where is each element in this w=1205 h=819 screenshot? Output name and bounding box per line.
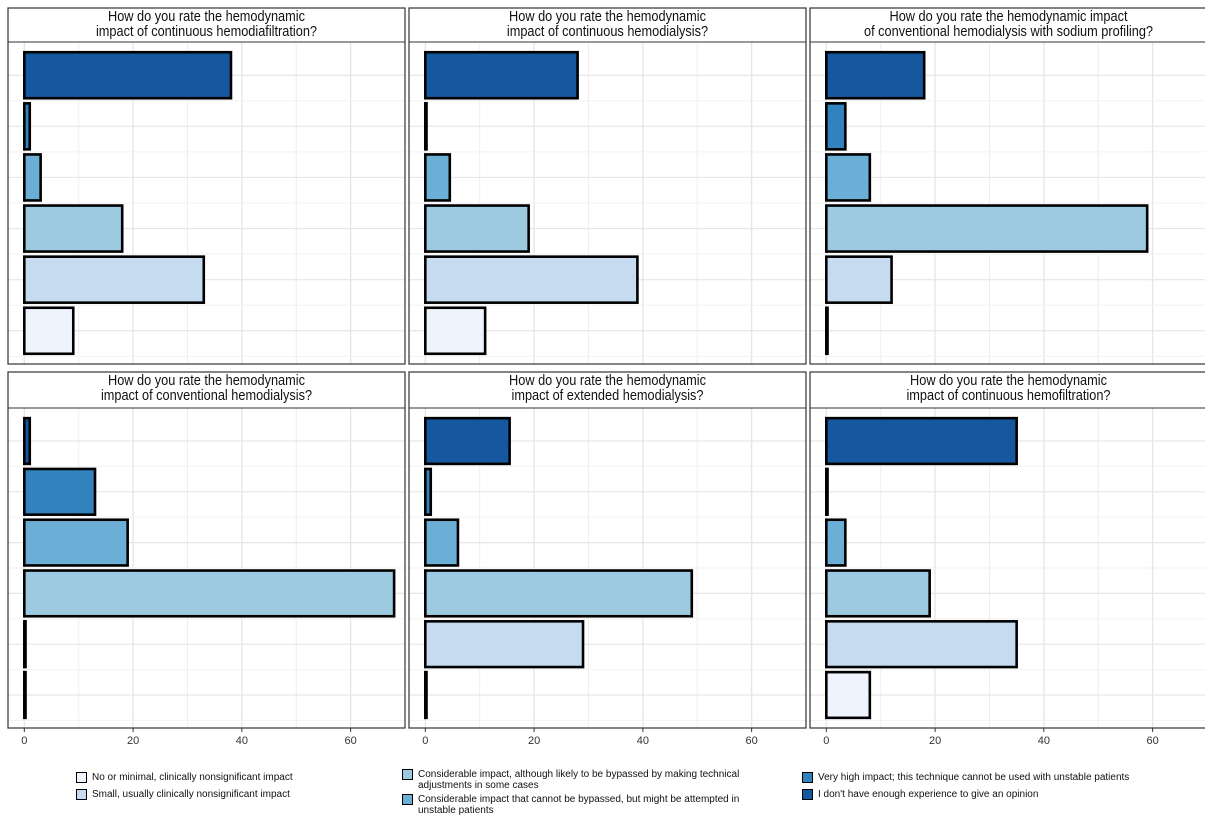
bar [23,50,233,100]
legend-swatch [402,794,413,805]
bar [424,416,511,466]
bar [424,569,694,618]
bar [825,102,847,151]
legend-label: No or minimal, clinically nonsignificant… [92,772,293,783]
bar [424,670,428,720]
bar [825,204,1149,253]
chart-panel-5: 0 20 40 60 How do you rate the hemodynamicim… [408,371,807,747]
panel-border [7,7,406,365]
bar [825,569,931,618]
panel-title-box [809,7,1205,43]
panel-title: impact of conventional hemodialysis? [101,387,312,403]
panel-title: How do you rate the hemodynamic [108,8,305,24]
legend-label: Very high impact; this technique cannot … [818,772,1130,783]
x-tick-label: 40 [236,735,248,747]
x-tick-label: 60 [745,735,757,747]
bar [424,153,452,202]
bar [424,255,639,304]
chart-panel-4: 0 20 40 60 How do you rate the hemodynamicim… [7,371,406,747]
x-tick-label: 0 [21,735,27,747]
bar [825,670,872,720]
bar [424,620,585,669]
legend-label: Small, usually clinically nonsignificant… [92,789,290,800]
bar [23,153,42,202]
panel-border [408,7,807,365]
x-tick-label: 20 [127,735,139,747]
legend-swatch [76,772,87,783]
bar [23,620,27,669]
x-tick-label: 20 [528,735,540,747]
legend-label: Considerable impact that cannot be bypas… [418,794,740,816]
bar [424,518,460,567]
panel-title: impact of continuous hemofiltration? [906,387,1110,403]
legend: No or minimal, clinically nonsignificant… [0,769,1205,819]
chart-panel-3: How do you rate the hemodynamic impactof… [809,7,1205,365]
panel-title-box [408,7,807,43]
panel-title: How do you rate the hemodynamic [509,8,706,24]
panel-border [408,371,807,729]
legend-label: Considerable impact, although likely to … [418,769,740,791]
bar [424,467,433,516]
bar [23,204,124,253]
bar [825,518,847,567]
x-tick-label: 60 [344,735,356,747]
bar [23,102,32,151]
x-tick-label: 60 [1146,735,1158,747]
legend-item-very-high: Very high impact; this technique cannot … [802,772,1182,783]
bar [825,620,1018,669]
panel-border [809,371,1205,729]
bar [825,255,893,304]
legend-item-considerable-bypassable: Considerable impact, although likely to … [402,769,762,791]
x-tick-label: 20 [929,735,941,747]
legend-item-no-experience: I don't have enough experience to give a… [802,789,1182,800]
bar [23,306,75,356]
legend-swatch [802,772,813,783]
panel-title: How do you rate the hemodynamic impact [889,8,1127,24]
x-tick-label: 0 [422,735,428,747]
panel-title: How do you rate the hemodynamic [910,372,1107,388]
bar [424,306,487,356]
bar [23,518,129,567]
bar [23,569,396,618]
legend-item-considerable-not-bypassed: Considerable impact that cannot be bypas… [402,794,762,816]
x-tick-label: 0 [823,735,829,747]
x-tick-label: 40 [1038,735,1050,747]
panel-border [809,7,1205,365]
bar [825,153,872,202]
panel-title-box [809,371,1205,409]
legend-swatch [802,789,813,800]
bar [825,467,829,516]
legend-label: I don't have enough experience to give a… [818,789,1039,800]
bar [424,204,530,253]
panel-title: How do you rate the hemodynamic [108,372,305,388]
bar [23,467,97,516]
legend-item-small: Small, usually clinically nonsignificant… [76,789,376,800]
bar [23,670,27,720]
legend-item-no-minimal: No or minimal, clinically nonsignificant… [76,772,376,783]
bar [424,50,579,100]
legend-swatch [76,789,87,800]
panel-title-box [7,7,406,43]
panel-title: How do you rate the hemodynamic [509,372,706,388]
bar [424,102,428,151]
chart-panel-6: 0 20 40 60 How do you rate the hemodynamicim… [809,371,1205,747]
panel-border [7,371,406,729]
x-tick-label: 40 [637,735,649,747]
panel-title: impact of continuous hemodiafiltration? [96,23,317,39]
bar [825,50,926,100]
bar [23,416,32,466]
panel-title: impact of continuous hemodialysis? [507,23,709,39]
bar [825,416,1018,466]
legend-swatch [402,769,413,780]
panel-title: impact of extended hemodialysis? [512,387,704,403]
bar [825,306,829,356]
bar [23,255,206,304]
panel-title: of conventional hemodialysis with sodium… [864,23,1153,39]
